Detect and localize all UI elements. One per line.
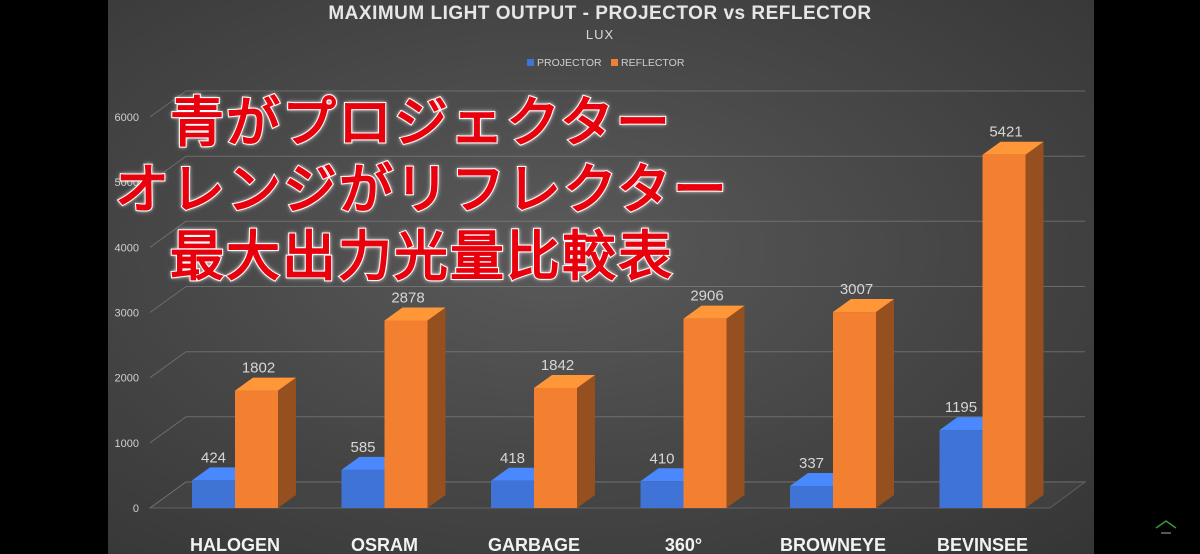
bar-reflector-4 (833, 299, 894, 508)
channel-logo-icon (1155, 520, 1177, 534)
bar-projector-2-front (491, 480, 534, 508)
bar-reflector-2-top (534, 374, 595, 388)
y-tick-label: 4000 (115, 242, 139, 254)
data-label-reflector: 2878 (391, 290, 424, 307)
bar-reflector-4-front (833, 312, 876, 508)
overlay-caption-line-1: 青がプロジェクター (169, 89, 672, 155)
bar-reflector-1-top (384, 307, 446, 321)
y-tick-label: 0 (133, 503, 139, 515)
x-category-label: GARBAGE (488, 535, 580, 554)
legend: PROJECTOR REFLECTOR (527, 57, 685, 69)
grid-line (149, 286, 1085, 313)
grid-line (149, 351, 1085, 379)
bar-reflector-5-front (982, 154, 1026, 508)
legend-swatch-reflector (611, 59, 618, 66)
bar-reflector-3-top (683, 305, 745, 319)
y-tick-label: 5000 (115, 177, 139, 189)
y-tick-label: 3000 (115, 308, 139, 320)
grid-line (149, 416, 1085, 444)
overlay-caption-line-2: オレンジがリフレクター (114, 156, 729, 222)
grid-line (149, 155, 1085, 183)
x-category-label: HALOGEN (190, 535, 280, 554)
bar-reflector-5-top (982, 141, 1044, 155)
x-category-label: BROWNEYE (780, 535, 886, 554)
bar-projector-3-front (640, 481, 684, 508)
bar-reflector-4-side (876, 299, 894, 508)
data-label-projector: 337 (799, 455, 824, 472)
x-category-label: OSRAM (351, 535, 418, 554)
bar-reflector-0-side (278, 377, 296, 508)
bar-reflector-1-front (384, 320, 428, 508)
bar-reflector-2 (534, 374, 595, 508)
x-category-label: BEVINSEE (937, 535, 1028, 554)
y-tick-label: 1000 (115, 438, 139, 450)
bar-reflector-5 (982, 141, 1044, 508)
bar-reflector-0-front (235, 390, 278, 508)
data-label-reflector: 2906 (690, 288, 723, 305)
bar-projector-5-front (939, 430, 983, 508)
data-label-projector: 418 (500, 450, 525, 467)
data-label-projector: 424 (201, 449, 226, 466)
bar-reflector-3 (683, 305, 745, 508)
bar-reflector-2-side (577, 374, 595, 508)
bar-projector-0-front (192, 480, 235, 508)
data-label-reflector: 5421 (989, 124, 1022, 141)
bar-reflector-2-front (534, 387, 577, 508)
bar-projector-4-front (790, 486, 833, 508)
y-axis-ticks: 0 1000 2000 3000 4000 5000 6000 (115, 112, 139, 515)
y-tick-label: 2000 (115, 373, 139, 385)
x-axis-categories: HALOGEN OSRAM GARBAGE 360° BROWNEYE BEVINSEE (190, 535, 1028, 554)
chart-subtitle: LUX (586, 27, 614, 42)
bars (192, 141, 1044, 508)
grid-line (149, 220, 1085, 248)
data-label-reflector: 3007 (840, 281, 873, 298)
data-label-projector: 585 (350, 439, 375, 456)
bar-reflector-0-top (235, 377, 296, 391)
x-category-label: 360° (665, 535, 702, 554)
bar-projector-1-front (341, 469, 385, 508)
grid-line (149, 90, 1085, 118)
overlay-caption-line-3: 最大出力光量比較表 (169, 223, 674, 289)
bar-reflector-3-side (726, 305, 745, 508)
bar-reflector-0 (235, 377, 296, 508)
data-label-projector: 410 (649, 450, 674, 467)
bar-reflector-1 (384, 307, 446, 508)
chart-title: MAXIMUM LIGHT OUTPUT - PROJECTOR vs REFL… (328, 3, 871, 24)
data-label-projector: 1195 (945, 399, 977, 416)
bar-reflector-3-front (683, 318, 727, 508)
y-tick-label: 6000 (115, 112, 139, 124)
bar-reflector-4-top (833, 299, 894, 313)
legend-label-reflector: REFLECTOR (621, 57, 685, 69)
value-labels: 424 1802 585 2878 418 1842 410 2906 337 3007 1195 5… (201, 124, 1023, 472)
legend-swatch-projector (527, 59, 534, 66)
bar-reflector-5-side (1025, 141, 1044, 508)
data-label-reflector: 1842 (541, 357, 574, 374)
legend-label-projector: PROJECTOR (537, 57, 602, 69)
data-label-reflector: 1802 (242, 360, 275, 377)
bar-reflector-1-side (427, 307, 446, 508)
